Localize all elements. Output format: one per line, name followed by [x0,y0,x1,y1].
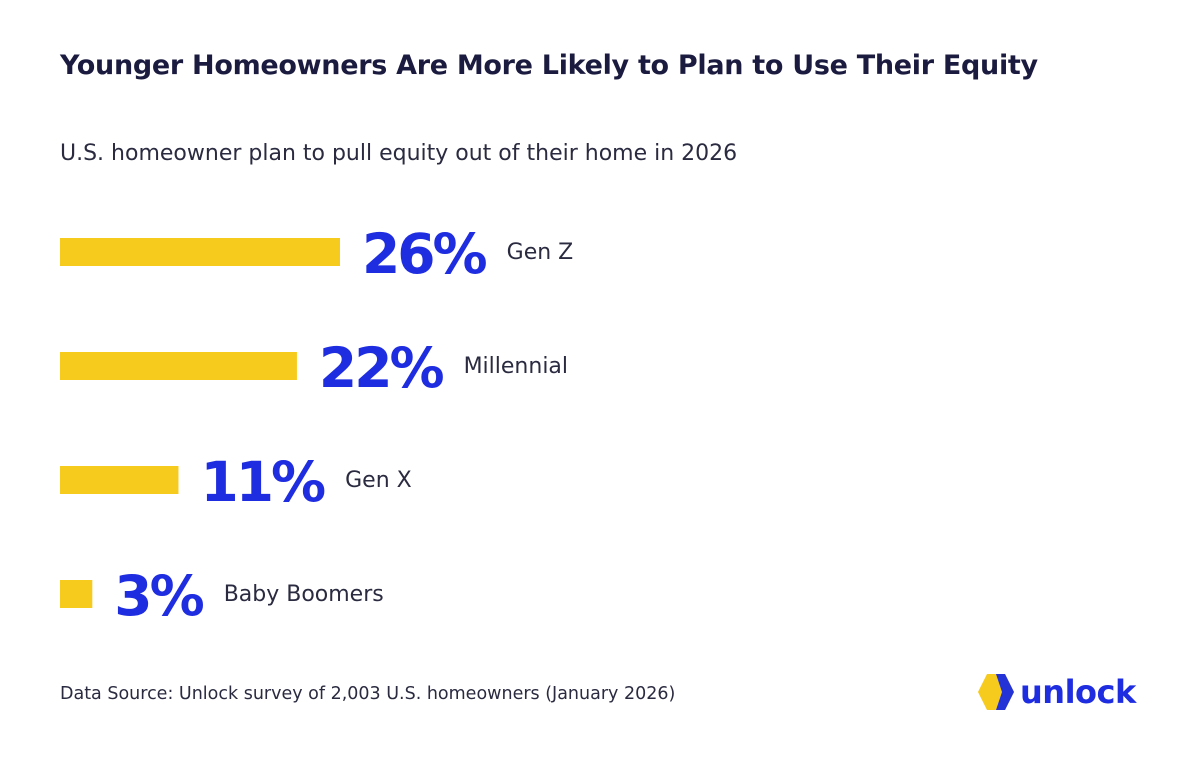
category-label-gen-z: Gen Z [507,240,574,265]
unlock-logo-icon [978,674,1014,710]
value-label-gen-x: 11% [200,450,325,514]
unlock-logo: unlock [978,672,1136,712]
category-label-baby-boomers: Baby Boomers [224,582,384,607]
bar-gen-x [60,466,179,494]
chart-subtitle: U.S. homeowner plan to pull equity out o… [60,141,738,166]
value-label-millennial: 22% [319,336,444,400]
value-label-gen-z: 26% [362,222,487,286]
value-label-baby-boomers: 3% [114,564,203,628]
bar-baby-boomers [60,580,93,608]
bar-millennial [60,352,297,380]
category-label-millennial: Millennial [464,354,568,379]
unlock-logo-text: unlock [1020,673,1136,711]
bar-gen-z [60,238,340,266]
chart-title: Younger Homeowners Are More Likely to Pl… [60,50,1038,81]
category-label-gen-x: Gen X [345,468,412,493]
data-source-note: Data Source: Unlock survey of 2,003 U.S.… [60,684,676,704]
